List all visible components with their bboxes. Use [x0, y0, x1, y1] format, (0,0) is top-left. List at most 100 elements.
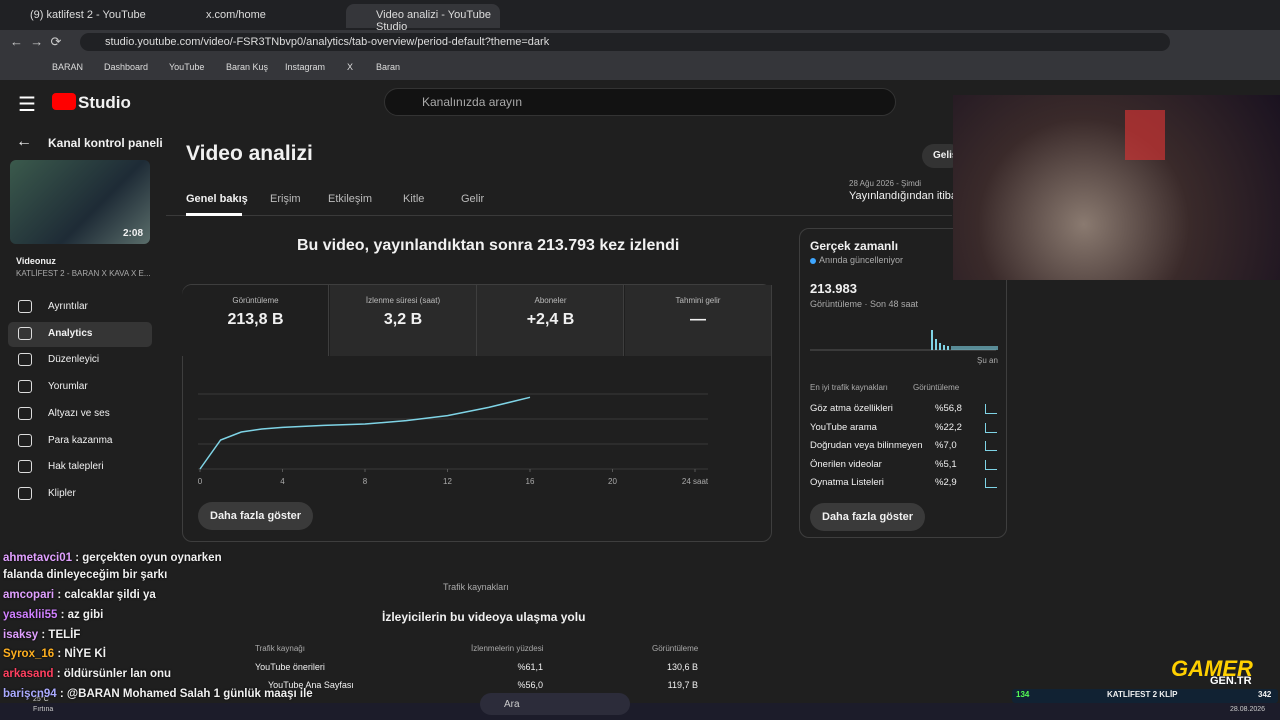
tabs-divider — [166, 215, 952, 216]
section-tab[interactable]: Gelir — [461, 193, 485, 205]
metric-card[interactable] — [477, 285, 624, 356]
section-tab[interactable]: Etkileşim — [328, 193, 373, 205]
nav-icon — [18, 434, 32, 447]
metric-card[interactable] — [329, 285, 477, 356]
url: studio.youtube.com/video/-FSR3TNbvp0/ana… — [105, 36, 550, 48]
metric-value: 213,8 B — [227, 311, 284, 328]
chat-text: : NİYE Kİ — [57, 648, 106, 660]
bookmark[interactable]: X — [347, 62, 354, 72]
bookmark[interactable]: Dashboard — [104, 62, 149, 72]
nav-buttons[interactable]: ← → ⟳ — [10, 34, 62, 49]
rt-source: Önerilen videolar — [810, 458, 882, 470]
headline: Bu video, yayınlandıktan sonra 213.793 k… — [297, 237, 680, 254]
metric-label: İzlenme süresi (saat) — [365, 296, 441, 305]
metric-label: Tahmini gelir — [675, 296, 721, 305]
page-title: Video analizi — [186, 142, 313, 165]
metric-card[interactable] — [182, 285, 329, 356]
chat-user: isaksy — [3, 629, 39, 641]
realtime-status: Anında güncelleniyor — [819, 255, 904, 265]
nav-item[interactable]: Hak talepleri — [48, 461, 104, 472]
nav-item[interactable]: Para kazanma — [48, 435, 113, 446]
nav-item[interactable]: Klipler — [48, 488, 76, 499]
rt-spark — [985, 478, 997, 488]
rt-share: %22,2 — [935, 421, 962, 433]
traffic-header: İzlenmelerin yüzdesi — [471, 644, 544, 653]
viewers: 134 — [1016, 690, 1030, 699]
metric-card[interactable] — [624, 285, 772, 356]
traffic-cell: 119,7 B — [667, 680, 698, 690]
browser-tab[interactable]: (9) katlifest 2 - YouTube — [30, 9, 146, 21]
rt-spark — [985, 441, 997, 451]
traffic-cell: YouTube önerileri — [255, 662, 325, 672]
nav-item[interactable]: Ayrıntılar — [48, 301, 88, 312]
traffic-cell: 130,6 B — [666, 662, 698, 672]
realtime-subtitle[interactable]: Görüntüleme · Son 48 saat — [810, 299, 919, 309]
nav-item[interactable]: Altyazı ve ses — [48, 408, 110, 419]
tab-underline — [186, 213, 242, 216]
bookmark[interactable]: Baran Kuş — [226, 62, 269, 72]
x-tick-label: 8 — [363, 477, 368, 486]
weather: 25°C — [33, 696, 49, 703]
clock-date: 28.08.2026 — [1230, 706, 1266, 713]
brand: GAMER — [1171, 656, 1253, 681]
video-title: KATLİFEST 2 - BARAN X KAVA X E... — [16, 269, 151, 278]
traffic-cell: YouTube Ana Sayfası — [268, 680, 354, 690]
period[interactable]: Yayınlandığından itiba — [849, 190, 958, 202]
bookmark[interactable]: BARAN — [52, 62, 84, 72]
search-box[interactable] — [384, 88, 896, 116]
taskbar — [0, 703, 1280, 720]
nav-icon — [18, 487, 32, 500]
chat-text: : calcaklar şildi ya — [57, 589, 156, 601]
more-button[interactable]: Daha fazla göster — [198, 502, 314, 530]
section-tab[interactable]: Genel bakış — [186, 193, 248, 205]
browser-tab[interactable]: x.com/home — [206, 9, 266, 21]
section-tab[interactable]: Kitle — [403, 193, 425, 205]
thumbnail[interactable] — [10, 160, 150, 244]
count: 342 — [1258, 690, 1272, 699]
realtime-sparkbars — [810, 330, 998, 351]
x-tick-label: 0 — [198, 477, 203, 486]
section-tab[interactable]: Erişim — [270, 193, 301, 205]
omnibox[interactable] — [80, 33, 1170, 51]
views-line — [199, 396, 531, 470]
nav-icon — [18, 460, 32, 473]
rt-share: %5,1 — [935, 458, 957, 470]
x-tick-label: 16 — [526, 477, 535, 486]
chat-user: yasaklii55 — [3, 609, 58, 621]
metric-label: Aboneler — [534, 296, 567, 305]
traffic-header: Görüntüleme — [652, 644, 699, 653]
bookmark[interactable]: Baran — [376, 62, 401, 72]
chat-text: : öldürsünler lan onu — [56, 668, 172, 680]
rt-source: Oynatma Listeleri — [810, 477, 884, 488]
bookmark[interactable]: Instagram — [285, 62, 326, 72]
chat-message: Syrox_16 : NİYE Kİ — [3, 646, 333, 663]
browser-tab[interactable]: Video analizi - YouTube Studio — [346, 4, 500, 33]
rt-spark — [985, 422, 997, 433]
date-range: 28 Ağu 2026 - Şimdi — [849, 179, 922, 188]
nav-item[interactable]: Yorumlar — [48, 381, 88, 392]
back-label[interactable]: Kanal kontrol paneli — [48, 136, 163, 150]
realtime-more-button[interactable]: Daha fazla göster — [810, 503, 926, 531]
views-chart: 075 B150 B225 B04812162024 saat — [198, 393, 709, 486]
nav-selected — [8, 322, 152, 347]
rt-share: %2,9 — [935, 477, 957, 488]
nav-item[interactable]: Analytics — [48, 328, 93, 339]
video-label: Videonuz — [16, 256, 56, 266]
x-tick-label: 20 — [608, 477, 617, 486]
rt-source: YouTube arama — [810, 421, 877, 433]
logo-text[interactable]: Studio — [78, 93, 131, 112]
nav-item[interactable]: Düzenleyici — [48, 354, 100, 365]
chat-user: ahmetavci01 — [3, 552, 73, 564]
song: KATLİFEST 2 KLİP — [1107, 690, 1178, 699]
rt-source: Doğrudan veya bilinmeyen — [810, 440, 923, 451]
menu-icon[interactable]: ☰ — [18, 94, 36, 116]
realtime-count: 213.983 — [810, 281, 857, 296]
chat-text: : gerçekten oyun oynarken falanda dinley… — [3, 552, 222, 581]
metric-label: Görüntüleme — [232, 296, 279, 305]
back-arrow[interactable]: ← — [16, 133, 32, 150]
chat-user: amcopari — [3, 589, 55, 601]
taskbar-search[interactable] — [480, 693, 630, 715]
traffic-header: Trafik kaynağı — [255, 644, 305, 653]
bookmark[interactable]: YouTube — [169, 62, 205, 72]
